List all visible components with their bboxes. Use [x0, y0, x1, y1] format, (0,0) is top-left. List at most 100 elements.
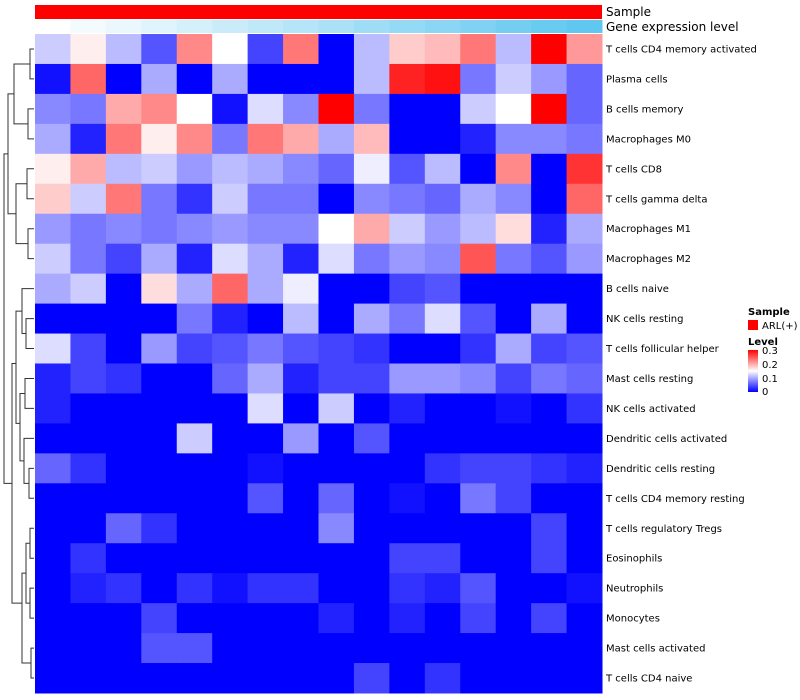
heatmap-cell: [424, 603, 461, 634]
heatmap-cell: [353, 633, 390, 664]
heatmap-cell: [353, 93, 390, 125]
heatmap-cell: [424, 243, 461, 275]
heatmap-cell: [247, 213, 284, 245]
heatmap-cell: [460, 363, 497, 394]
heatmap-cell: [212, 603, 249, 634]
heatmap-cell: [495, 633, 532, 664]
heatmap-cell: [318, 573, 355, 604]
heatmap-cell: [495, 663, 532, 694]
expression-annotation-cell: [176, 20, 213, 33]
heatmap-cell: [531, 243, 568, 275]
heatmap-cell: [212, 303, 249, 335]
heatmap-cell: [105, 273, 142, 305]
heatmap-cell: [176, 123, 213, 155]
heatmap-cell: [460, 393, 497, 424]
heatmap-cell: [460, 243, 497, 275]
heatmap-cell: [141, 93, 178, 125]
row-label: T cells CD4 memory activated: [605, 44, 757, 55]
heatmap-cell: [70, 603, 107, 634]
dendrogram-branch: [15, 310, 22, 424]
heatmap-cell: [389, 213, 426, 245]
heatmap-cell: [247, 573, 284, 604]
heatmap-cell: [531, 213, 568, 245]
heatmap-cell: [247, 123, 284, 155]
heatmap-cell: [495, 423, 532, 454]
heatmap-cell: [176, 34, 213, 65]
heatmap-cell: [105, 63, 142, 95]
heatmap-cell: [566, 573, 603, 604]
heatmap-cell: [283, 483, 319, 514]
heatmap-cell: [176, 273, 213, 305]
heatmap-cell: [424, 93, 461, 125]
heatmap-cell: [389, 363, 426, 394]
heatmap-cell: [70, 573, 107, 604]
heatmap-cell: [247, 543, 284, 574]
heatmap-cell: [566, 303, 603, 335]
heatmap-cell: [247, 453, 284, 484]
heatmap-cell: [70, 213, 107, 245]
expression-annotation-cell: [141, 20, 178, 33]
heatmap-cell: [353, 333, 390, 364]
heatmap-cell: [495, 153, 532, 185]
heatmap-cell: [389, 93, 426, 125]
heatmap-cell: [531, 573, 568, 604]
heatmap-cell: [70, 34, 107, 65]
heatmap-cell: [70, 663, 107, 694]
heatmap-cell: [531, 303, 568, 335]
heatmap-cell: [495, 483, 532, 514]
heatmap-cell: [283, 93, 319, 125]
heatmap-cell: [531, 423, 568, 454]
heatmap-cell: [566, 333, 603, 364]
heatmap-cell: [141, 603, 178, 634]
heatmap-cell: [70, 93, 107, 125]
row-label: Eosinophils: [606, 554, 662, 565]
heatmap-cell: [141, 363, 178, 394]
heatmap-cell: [105, 663, 142, 694]
heatmap-cell: [318, 333, 355, 364]
heatmap-cell: [35, 273, 71, 305]
heatmap-cell: [247, 273, 284, 305]
heatmap-cell: [389, 603, 426, 634]
row-label: Dendritic cells activated: [606, 434, 727, 445]
heatmap-cell: [531, 633, 568, 664]
heatmap-cell: [566, 123, 603, 155]
heatmap-cell: [141, 333, 178, 364]
heatmap-cell: [247, 393, 284, 424]
heatmap-cell: [247, 633, 284, 664]
heatmap-cell: [247, 183, 284, 215]
heatmap-cell: [105, 453, 142, 484]
heatmap-cell: [105, 303, 142, 335]
heatmap-cell: [389, 273, 426, 305]
heatmap-cell: [566, 363, 603, 394]
heatmap-cell: [105, 183, 142, 215]
heatmap-cells: [35, 34, 603, 694]
row-label: Macrophages M2: [606, 254, 691, 265]
expression-annotation-cell: [247, 20, 284, 33]
heatmap-cell: [318, 303, 355, 335]
heatmap-cell: [460, 333, 497, 364]
heatmap-cell: [176, 423, 213, 454]
heatmap-cell: [566, 513, 603, 544]
heatmap-cell: [566, 423, 603, 454]
heatmap-cell: [318, 663, 355, 694]
heatmap-cell: [212, 393, 249, 424]
heatmap-cell: [353, 213, 390, 245]
heatmap-cell: [389, 453, 426, 484]
heatmap-cell: [283, 34, 319, 65]
heatmap-cell: [105, 333, 142, 364]
heatmap-cell: [424, 633, 461, 664]
heatmap-cell: [212, 573, 249, 604]
heatmap-cell: [283, 273, 319, 305]
heatmap-cell: [176, 543, 213, 574]
heatmap-cell: [460, 543, 497, 574]
heatmap-cell: [318, 183, 355, 215]
heatmap-cell: [105, 93, 142, 125]
heatmap-cell: [495, 183, 532, 215]
heatmap-cell: [247, 63, 284, 95]
heatmap-cell: [176, 663, 213, 694]
heatmap-cell: [283, 333, 319, 364]
heatmap-cell: [283, 393, 319, 424]
sample-track-label: Sample: [606, 5, 651, 19]
legend-sample-swatch: [748, 320, 758, 330]
heatmap-cell: [212, 93, 249, 125]
